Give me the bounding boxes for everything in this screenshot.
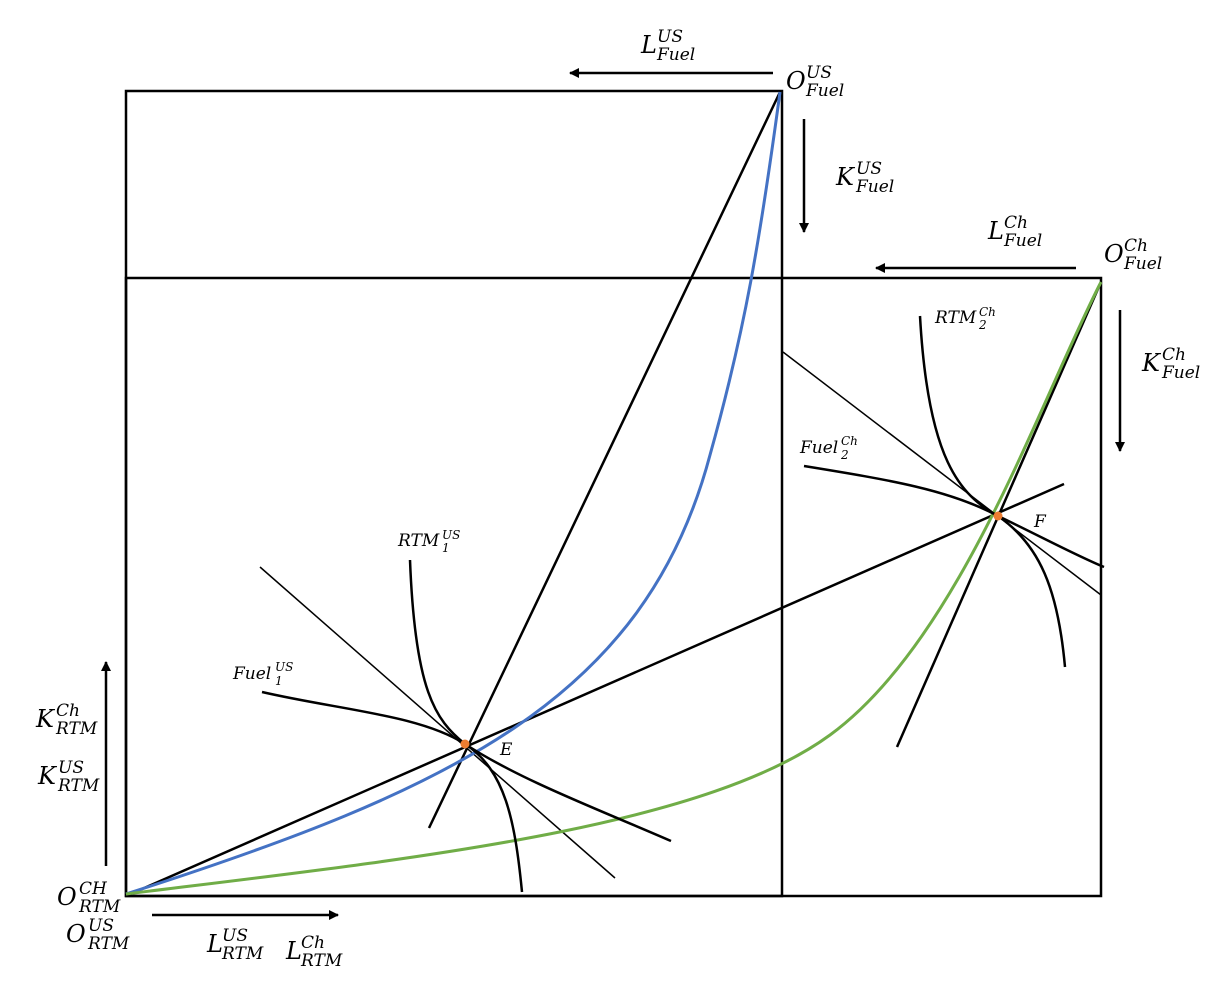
fuel1-us-isoquant <box>261 690 672 843</box>
svg-text:O: O <box>57 883 77 911</box>
label-l-fuel-ch: L Ch Fuel <box>987 213 1042 251</box>
svg-text:Ch: Ch <box>1004 213 1028 233</box>
svg-text:K: K <box>35 705 56 733</box>
svg-text:RTM: RTM <box>78 897 121 917</box>
svg-text:RTM: RTM <box>397 531 440 551</box>
svg-text:O: O <box>66 920 86 948</box>
label-k-rtm-us: K US RTM <box>37 758 100 796</box>
svg-text:1: 1 <box>442 541 450 555</box>
svg-text:L: L <box>640 31 657 59</box>
label-fuel2-ch: Fuel Ch 2 <box>799 434 858 462</box>
svg-text:US: US <box>88 916 114 936</box>
svg-text:US: US <box>275 660 293 674</box>
label-k-fuel-us: K US Fuel <box>835 159 894 197</box>
label-o-fuel-us: O US Fuel <box>786 63 844 101</box>
svg-text:Ch: Ch <box>301 933 325 953</box>
us-contract-curve <box>125 91 782 896</box>
label-k-fuel-ch: K Ch Fuel <box>1141 345 1200 383</box>
svg-text:L: L <box>206 930 223 958</box>
svg-text:US: US <box>58 758 84 778</box>
svg-text:RTM: RTM <box>934 308 977 328</box>
svg-text:CH: CH <box>79 879 108 899</box>
svg-text:K: K <box>37 762 58 790</box>
svg-text:Fuel: Fuel <box>656 45 695 65</box>
svg-text:Ch: Ch <box>56 701 80 721</box>
price-line-e <box>259 566 616 879</box>
svg-text:K: K <box>835 163 856 191</box>
ch-box <box>124 276 1103 898</box>
svg-text:Fuel: Fuel <box>855 177 894 197</box>
label-l-rtm-us: L US RTM <box>206 926 264 964</box>
svg-text:Fuel: Fuel <box>805 81 844 101</box>
label-o-fuel-ch: O Ch Fuel <box>1104 236 1162 274</box>
us-fuel-ray <box>427 91 782 829</box>
label-l-fuel-us: L US Fuel <box>640 27 695 65</box>
point-e-marker <box>460 739 470 749</box>
point-f-marker <box>993 511 1003 521</box>
label-point-f: F <box>1033 512 1047 532</box>
svg-text:RTM: RTM <box>300 951 343 971</box>
ch-contract-curve <box>125 281 1103 896</box>
svg-text:US: US <box>856 159 882 179</box>
svg-text:Fuel: Fuel <box>799 438 838 458</box>
svg-text:Fuel: Fuel <box>1161 363 1200 383</box>
svg-text:US: US <box>806 63 832 83</box>
svg-text:Fuel: Fuel <box>232 664 271 684</box>
svg-text:RTM: RTM <box>57 776 100 796</box>
svg-text:Ch: Ch <box>841 434 858 448</box>
svg-text:US: US <box>657 27 683 47</box>
svg-text:US: US <box>222 926 248 946</box>
svg-text:RTM: RTM <box>87 934 130 954</box>
label-k-rtm-ch: K Ch RTM <box>35 701 98 739</box>
fuel2-ch-isoquant <box>803 464 1105 569</box>
svg-text:US: US <box>442 528 460 542</box>
svg-text:L: L <box>285 937 302 965</box>
svg-text:O: O <box>786 67 806 95</box>
rtm-ray-e <box>125 482 1065 898</box>
svg-text:Fuel: Fuel <box>1003 231 1042 251</box>
svg-text:Ch: Ch <box>1124 236 1148 256</box>
label-point-e: E <box>499 740 513 760</box>
svg-text:Fuel: Fuel <box>1123 254 1162 274</box>
price-line-f <box>782 351 1102 596</box>
svg-text:Ch: Ch <box>979 305 996 319</box>
svg-text:K: K <box>1141 349 1162 377</box>
svg-text:Ch: Ch <box>1162 345 1186 365</box>
svg-text:L: L <box>987 217 1004 245</box>
label-o-rtm-ch: O CH RTM <box>57 879 121 917</box>
label-fuel1-us: Fuel US 1 <box>232 660 293 688</box>
svg-text:RTM: RTM <box>55 719 98 739</box>
label-l-rtm-ch: L Ch RTM <box>285 933 343 971</box>
label-rtm1-us: RTM US 1 <box>397 528 460 555</box>
svg-text:O: O <box>1104 240 1124 268</box>
svg-text:2: 2 <box>840 448 849 462</box>
svg-text:RTM: RTM <box>221 944 264 964</box>
label-rtm2-ch: RTM Ch 2 <box>934 305 996 332</box>
rtm2-ch-isoquant <box>918 315 1067 668</box>
svg-text:2: 2 <box>978 318 987 332</box>
label-o-rtm-us: O US RTM <box>66 916 130 954</box>
svg-text:1: 1 <box>275 674 283 688</box>
